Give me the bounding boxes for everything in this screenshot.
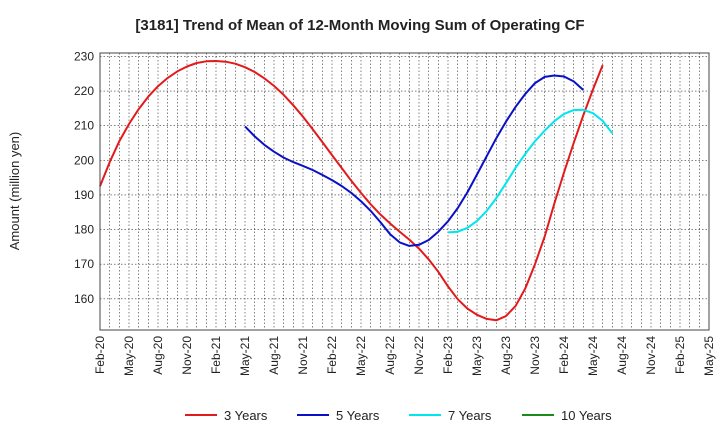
series-line-3-years <box>99 60 604 322</box>
y-tick-label: 220 <box>74 84 94 98</box>
x-tick-label: May-25 <box>702 336 716 376</box>
legend-item: 5 Years <box>297 408 380 423</box>
x-tick-label: Aug-21 <box>267 336 281 375</box>
series-line-7-years <box>447 108 614 234</box>
x-tick-label: May-23 <box>470 336 484 376</box>
x-tick-label: Aug-24 <box>615 336 629 375</box>
x-tick-label: Aug-20 <box>151 336 165 375</box>
x-tick-label: Nov-20 <box>180 336 194 375</box>
x-tick-label: Nov-24 <box>644 336 658 375</box>
series-line-5-years <box>244 74 584 247</box>
y-axis-ticks: 160 170 180 190 200 210 220 230 <box>74 49 94 305</box>
legend-label: 7 Years <box>448 408 492 423</box>
y-tick-label: 160 <box>74 292 94 306</box>
x-tick-label: May-20 <box>122 336 136 376</box>
legend: 3 Years 5 Years 7 Years 10 Years <box>185 408 612 423</box>
y-tick-label: 190 <box>74 188 94 202</box>
y-tick-label: 230 <box>74 49 94 63</box>
legend-label: 10 Years <box>561 408 612 423</box>
legend-item: 3 Years <box>185 408 268 423</box>
x-tick-label: Nov-23 <box>528 336 542 375</box>
y-tick-label: 200 <box>74 153 94 167</box>
plot-frame <box>99 52 710 331</box>
legend-item: 7 Years <box>409 408 492 423</box>
x-axis-ticks: Feb-20 May-20 Aug-20 Nov-20 Feb-21 May-21 Aug-… <box>93 336 716 376</box>
x-tick-label: May-22 <box>354 336 368 376</box>
x-tick-label: Feb-25 <box>673 336 687 374</box>
y-tick-label: 170 <box>74 257 94 271</box>
x-tick-label: May-21 <box>238 336 252 376</box>
x-tick-label: Aug-23 <box>499 336 513 375</box>
x-tick-label: Nov-22 <box>412 336 426 375</box>
y-tick-label: 180 <box>74 223 94 237</box>
chart-title: [3181] Trend of Mean of 12-Month Moving … <box>135 17 584 34</box>
x-tick-label: May-24 <box>586 336 600 376</box>
legend-item: 10 Years <box>522 408 612 423</box>
x-tick-label: Feb-20 <box>93 336 107 374</box>
x-tick-label: Feb-21 <box>209 336 223 374</box>
legend-label: 5 Years <box>336 408 380 423</box>
legend-label: 3 Years <box>224 408 268 423</box>
series-lines <box>99 60 614 322</box>
x-tick-label: Feb-23 <box>441 336 455 374</box>
grid-lines <box>99 53 710 330</box>
y-tick-label: 210 <box>74 119 94 133</box>
x-tick-label: Feb-24 <box>557 336 571 374</box>
x-tick-label: Aug-22 <box>383 336 397 375</box>
x-tick-label: Feb-22 <box>325 336 339 374</box>
y-axis-label: Amount (million yen) <box>7 132 22 251</box>
x-tick-label: Nov-21 <box>296 336 310 375</box>
